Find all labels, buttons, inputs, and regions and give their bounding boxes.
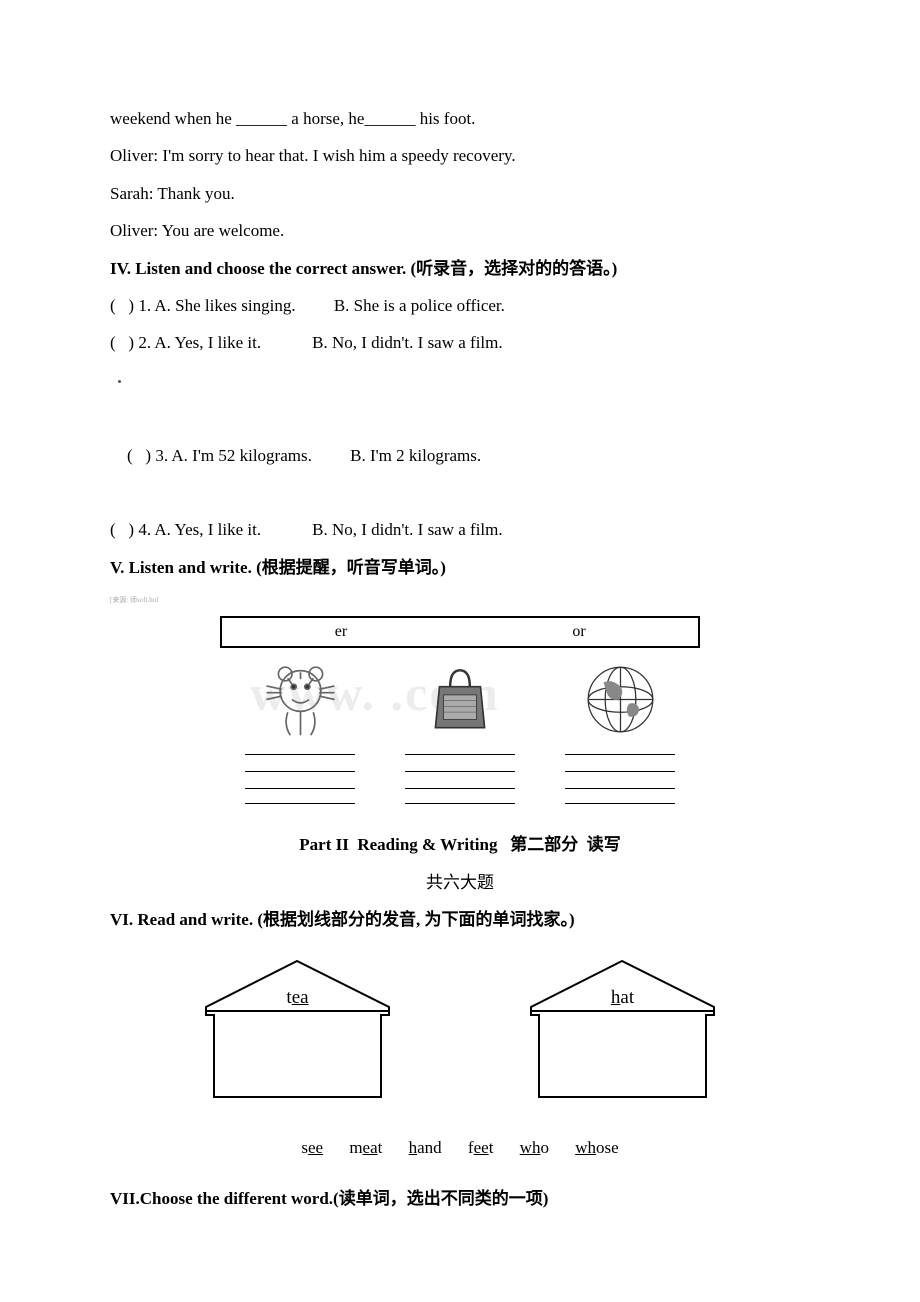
part-2-title: Part II Reading & Writing 第二部分 读写 bbox=[110, 826, 810, 863]
document-page: weekend when he ______ a horse, he______… bbox=[0, 0, 920, 1277]
globe-image bbox=[575, 654, 665, 744]
writing-line-2 bbox=[405, 754, 515, 804]
section-4-q2: ( ) 2. A. Yes, I like it. B. No, I didn'… bbox=[110, 324, 810, 361]
table-header: er or bbox=[220, 616, 700, 648]
writing-line-1 bbox=[245, 754, 355, 804]
section-6-title: VI. Read and write. (根据划线部分的发音, 为下面的单词找家… bbox=[110, 901, 810, 938]
globe-icon bbox=[578, 657, 663, 742]
section-4-q4: ( ) 4. A. Yes, I like it. B. No, I didn'… bbox=[110, 511, 810, 548]
house-hat: hat bbox=[525, 959, 720, 1099]
section-4-q3: ( ) 3. A. I'm 52 kilograms. B. I'm 2 kil… bbox=[110, 362, 810, 512]
tiger-image bbox=[255, 654, 345, 744]
tiger-icon bbox=[258, 657, 343, 742]
header-or: or bbox=[460, 618, 698, 646]
writing-lines-row bbox=[220, 750, 700, 808]
bag-icon bbox=[419, 658, 501, 740]
dialogue-oliver-1: Oliver: I'm sorry to hear that. I wish h… bbox=[110, 137, 810, 174]
section-4-q1: ( ) 1. A. She likes singing. B. She is a… bbox=[110, 287, 810, 324]
source-hint: [来源: 师soft.huf bbox=[110, 593, 810, 608]
part-2-subtitle: 共六大题 bbox=[110, 864, 810, 901]
section-5-title: V. Listen and write. (根据提醒，听音写单词。) bbox=[110, 549, 810, 586]
word-bank: see meat hand feet who whose bbox=[110, 1129, 810, 1166]
house-tea: tea bbox=[200, 959, 395, 1099]
bag-image bbox=[415, 654, 505, 744]
writing-line-3 bbox=[565, 754, 675, 804]
header-er: er bbox=[222, 618, 460, 646]
dot-marker bbox=[118, 380, 121, 383]
fill-blank-line: weekend when he ______ a horse, he______… bbox=[110, 100, 810, 137]
house-tea-label: tea bbox=[200, 977, 395, 1019]
dialogue-sarah: Sarah: Thank you. bbox=[110, 175, 810, 212]
er-or-table: er or www. .com bbox=[220, 616, 700, 808]
section-7-title: VII.Choose the different word.(读单词，选出不同类… bbox=[110, 1180, 810, 1217]
table-images-row: www. .com bbox=[220, 648, 700, 750]
house-hat-label: hat bbox=[525, 977, 720, 1019]
section-4-title: IV. Listen and choose the correct answer… bbox=[110, 250, 810, 287]
dialogue-oliver-2: Oliver: You are welcome. bbox=[110, 212, 810, 249]
houses-row: tea hat bbox=[110, 959, 810, 1099]
